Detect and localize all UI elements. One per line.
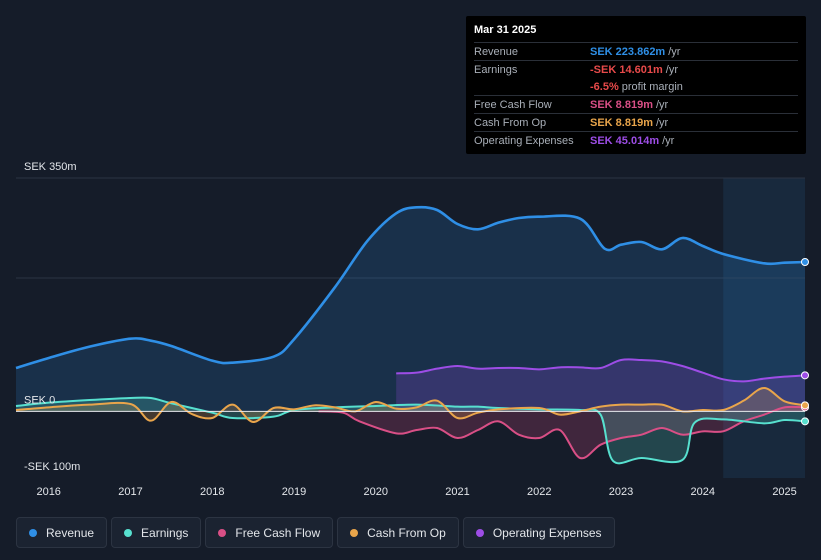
legend-dot-icon — [475, 528, 484, 537]
y-axis-labels: SEK 350m SEK 0 -SEK 100m — [24, 161, 80, 473]
line-free-cash-flow — [318, 405, 806, 460]
tooltip-value: SEK 223.862m — [590, 45, 666, 58]
end-dot-operating-expenses — [801, 371, 809, 380]
x-axis-labels: 2016 2017 2018 2019 2020 2021 2022 2023 2024 2025 — [36, 486, 796, 498]
legend: Revenue Earnings Free Cash Flow Cash Fro… — [16, 517, 615, 548]
legend-revenue[interactable]: Revenue — [16, 517, 108, 548]
x-tick-label: 2017 — [118, 486, 142, 498]
tooltip-panel: Mar 31 2025 Revenue SEK 223.862m /yr Ear… — [466, 16, 806, 154]
area-free-cash-flow — [318, 406, 805, 459]
tooltip-row-cash-from-op: Cash From Op SEK 8.819m /yr — [474, 113, 798, 131]
x-tick-label: 2020 — [364, 486, 388, 498]
legend-label: Cash From Op — [367, 525, 446, 540]
tooltip-row-earnings: Earnings -SEK 14.601m /yr — [474, 60, 798, 78]
tooltip-value: SEK 8.819m — [590, 98, 653, 111]
tooltip-row-profit-margin: -6.5% profit margin — [474, 78, 798, 95]
x-tick-label: 2022 — [527, 486, 551, 498]
tooltip-label: Revenue — [474, 45, 519, 58]
series-end-markers — [801, 258, 809, 426]
tooltip-label: Cash From Op — [474, 116, 547, 129]
line-operating-expenses — [396, 358, 806, 383]
legend-label: Revenue — [46, 525, 95, 540]
series-areas — [16, 207, 805, 464]
tooltip-label: Earnings — [474, 63, 518, 76]
legend-dot-icon — [218, 528, 227, 537]
recent-period-highlight — [723, 178, 805, 478]
legend-earnings[interactable]: Earnings — [111, 517, 202, 548]
tooltip-value: SEK 45.014m — [590, 134, 660, 147]
legend-dot-icon — [29, 528, 37, 537]
x-tick-label: 2016 — [36, 486, 60, 498]
tooltip-value: SEK 8.819m — [590, 116, 653, 129]
tooltip-value: -SEK 14.601m — [590, 63, 663, 76]
tooltip-unit: /yr — [662, 134, 675, 147]
end-dot-earnings — [801, 417, 809, 426]
tooltip-date: Mar 31 2025 — [474, 24, 537, 36]
tooltip-unit: profit margin — [621, 80, 683, 93]
legend-operating-expenses[interactable]: Operating Expenses — [462, 517, 615, 548]
tooltip-row-operating-expenses: Operating Expenses SEK 45.014m /yr — [474, 131, 798, 149]
x-tick-label: 2024 — [691, 486, 715, 498]
tooltip-row-free-cash-flow: Free Cash Flow SEK 8.819m /yr — [474, 95, 798, 113]
gridlines — [16, 177, 805, 279]
legend-label: Operating Expenses — [492, 525, 602, 540]
tooltip-unit: /yr — [655, 98, 669, 111]
legend-free-cash-flow[interactable]: Free Cash Flow — [205, 517, 334, 548]
area-operating-expenses — [396, 359, 805, 412]
legend-label: Free Cash Flow — [235, 525, 321, 540]
tooltip-row-revenue: Revenue SEK 223.862m /yr — [474, 42, 798, 60]
legend-cash-from-op[interactable]: Cash From Op — [337, 517, 459, 548]
legend-dot-icon — [124, 528, 133, 537]
end-dot-revenue — [801, 258, 809, 266]
area-earnings — [16, 397, 805, 464]
y-tick-label: -SEK 100m — [24, 461, 80, 473]
line-earnings — [15, 396, 806, 465]
x-tick-label: 2019 — [282, 486, 306, 498]
tooltip-unit: /yr — [665, 63, 678, 76]
tooltip-unit: /yr — [655, 116, 669, 129]
line-revenue — [15, 205, 806, 370]
tooltip-label: Free Cash Flow — [474, 98, 552, 111]
area-revenue — [16, 207, 805, 412]
x-tick-label: 2025 — [772, 486, 796, 498]
x-tick-label: 2021 — [445, 486, 469, 498]
tooltip-unit: /yr — [668, 45, 681, 58]
x-tick-label: 2018 — [200, 486, 224, 498]
y-tick-label: SEK 0 — [24, 394, 55, 406]
x-tick-label: 2023 — [609, 486, 633, 498]
end-dot-cash-from-op — [801, 401, 809, 410]
legend-dot-icon — [350, 528, 359, 537]
y-tick-label: SEK 350m — [24, 161, 77, 173]
tooltip-label: Operating Expenses — [474, 134, 574, 147]
legend-label: Earnings — [141, 525, 189, 540]
tooltip-value: -6.5% — [590, 80, 619, 93]
